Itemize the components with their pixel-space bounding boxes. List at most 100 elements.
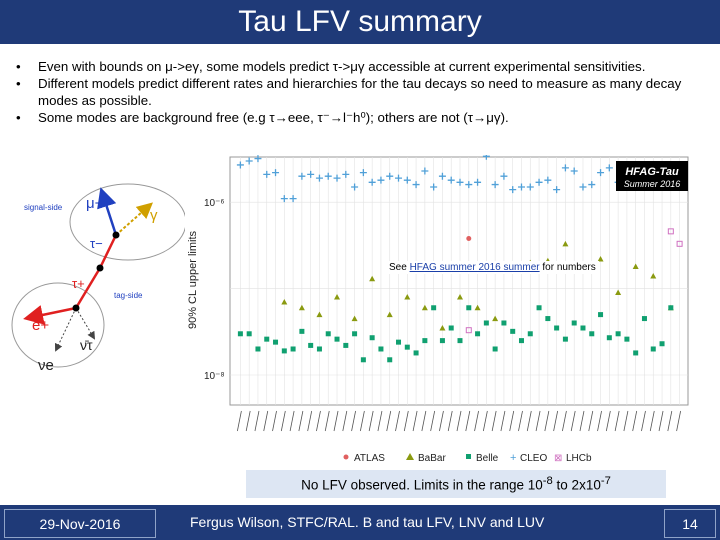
legend-babar-marker (406, 453, 414, 460)
y-tick-label: 10⁻⁸ (204, 371, 225, 382)
data-point-cleo (263, 170, 271, 178)
x-tick-mark (412, 410, 418, 432)
data-point-cleo (280, 195, 288, 203)
data-point-belle (378, 346, 384, 352)
data-point-cleo (377, 176, 385, 184)
data-point-belle (633, 350, 639, 356)
x-tick-mark (395, 410, 400, 432)
antineutrino-track (75, 307, 96, 340)
data-point-belle (598, 312, 604, 318)
hfag-badge-title: HFAG-Tau (625, 166, 679, 178)
x-tick-mark (474, 410, 479, 432)
data-point-babar (298, 304, 305, 311)
data-point-babar (351, 315, 358, 322)
data-point-belle (527, 331, 533, 337)
data-point-babar (650, 272, 657, 279)
data-point-cleo (254, 155, 262, 163)
y-tick-label: 10⁻⁶ (204, 198, 225, 209)
data-point-belle (615, 331, 621, 337)
x-tick-mark (386, 410, 392, 432)
data-point-belle (589, 331, 595, 337)
legend-atlas: ATLAS (354, 453, 385, 464)
data-point-cleo (491, 181, 499, 189)
data-point-belle (387, 357, 393, 363)
data-point-cleo (307, 170, 315, 178)
x-tick-mark (465, 410, 471, 432)
data-point-belle (536, 305, 542, 311)
data-point-cleo (412, 181, 420, 189)
data-point-belle (396, 339, 402, 345)
data-point-belle (237, 331, 243, 337)
data-point-belle (466, 305, 472, 311)
x-tick-mark (245, 410, 251, 432)
x-tick-mark (649, 410, 655, 432)
data-point-babar (474, 304, 481, 311)
data-point-belle (510, 328, 516, 334)
data-point-belle (413, 350, 419, 356)
grid (230, 157, 688, 405)
hfag-summary-link[interactable]: HFAG summer 2016 summer (409, 262, 540, 273)
tag-side-label: tag-side (114, 291, 143, 300)
data-point-cleo (588, 181, 596, 189)
footer-page-box: 14 (664, 509, 716, 538)
tau-minus-track (98, 234, 118, 269)
footer-page-number: 14 (682, 515, 698, 532)
data-point-babar (386, 311, 393, 318)
data-point-babar (281, 298, 288, 305)
data-point-belle (404, 344, 410, 350)
data-point-babar (404, 293, 411, 300)
legend-belle: Belle (476, 453, 499, 464)
data-point-belle (606, 335, 612, 341)
data-point-cleo (517, 183, 525, 191)
x-tick-mark (535, 410, 541, 432)
data-point-belle (290, 346, 296, 352)
data-point-babar (562, 240, 569, 247)
x-tick-mark (482, 410, 488, 432)
data-point-belle (545, 316, 551, 322)
data-point-belle (492, 346, 498, 352)
data-point-belle (439, 338, 445, 344)
data-point-belle (360, 357, 366, 363)
x-tick-mark (263, 410, 269, 432)
x-tick-mark (509, 410, 515, 432)
plot-note-prefix: See (389, 262, 410, 273)
antineutrino-label: ν̄τ (80, 337, 93, 353)
plot-note: See HFAG summer 2016 summer for numbers (386, 261, 599, 274)
data-point-belle (246, 331, 252, 337)
data-point-babar (421, 304, 428, 311)
data-point-cleo (315, 174, 323, 182)
data-point-belle (650, 346, 656, 352)
data-point-cleo (561, 164, 569, 172)
data-point-belle (264, 336, 270, 342)
y-axis-label: 90% CL upper limits (187, 230, 199, 329)
data-point-belle (273, 339, 279, 345)
data-point-cleo (403, 176, 411, 184)
hfag-badge-subtitle: Summer 2016 (624, 179, 681, 189)
data-marks (236, 155, 683, 363)
data-point-belle (457, 338, 463, 344)
conclusion-exp1: -8 (542, 475, 553, 488)
conclusion-box: No LFV observed. Limits in the range 10-… (246, 470, 666, 498)
data-point-babar (369, 275, 376, 282)
data-point-babar (597, 256, 604, 262)
data-point-cleo (395, 174, 403, 182)
signal-region (69, 183, 185, 261)
photon-track (115, 202, 153, 236)
data-point-cleo (289, 195, 297, 203)
x-tick-mark (570, 410, 576, 432)
x-tick-mark (500, 410, 506, 432)
data-point-cleo (342, 170, 350, 178)
x-tick-mark (280, 410, 286, 432)
data-point-cleo (351, 183, 359, 191)
x-tick-mark (430, 410, 436, 432)
signal-side-label: signal-side (24, 203, 63, 212)
legend-babar: BaBar (418, 453, 446, 464)
x-tick-mark (491, 410, 497, 432)
data-point-cleo (272, 169, 280, 177)
data-point-babar (492, 315, 499, 322)
data-point-belle (281, 348, 287, 354)
x-tick-mark (359, 410, 365, 432)
data-point-cleo (605, 164, 613, 172)
data-point-lhcb (676, 240, 683, 247)
neutrino-label: νe (38, 357, 54, 374)
